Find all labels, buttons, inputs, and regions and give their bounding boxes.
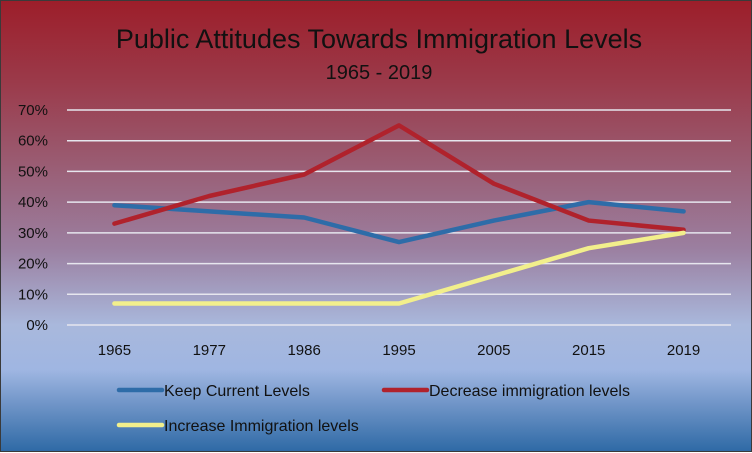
x-tick-label: 1977 [193, 342, 226, 359]
y-tick-label: 60% [18, 133, 48, 150]
legend-label: Increase Immigration levels [164, 418, 359, 435]
y-tick-label: 50% [18, 163, 48, 180]
y-tick-label: 30% [18, 225, 48, 242]
x-tick-label: 2019 [667, 342, 700, 359]
y-tick-label: 40% [18, 194, 48, 211]
x-tick-label: 1986 [287, 342, 320, 359]
y-tick-label: 0% [26, 317, 48, 334]
x-tick-label: 2015 [572, 342, 605, 359]
legend-label: Decrease immigration levels [429, 383, 630, 400]
chart-subtitle: 1965 - 2019 [326, 62, 433, 84]
y-tick-label: 70% [18, 102, 48, 119]
x-tick-label: 1995 [382, 342, 415, 359]
x-tick-label: 2005 [477, 342, 510, 359]
x-tick-label: 1965 [98, 342, 131, 359]
y-tick-label: 10% [18, 286, 48, 303]
chart-title: Public Attitudes Towards Immigration Lev… [116, 24, 642, 54]
y-tick-label: 20% [18, 256, 48, 273]
legend-label: Keep Current Levels [164, 383, 310, 400]
